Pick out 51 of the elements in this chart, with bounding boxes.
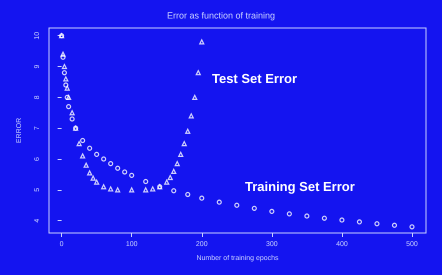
point (63, 76, 68, 82)
point (63, 82, 68, 88)
point (143, 187, 148, 192)
chart-title: Error as function of training (166, 10, 276, 20)
point (339, 217, 345, 223)
point (252, 206, 257, 211)
point (322, 216, 327, 221)
point (80, 138, 86, 144)
point (286, 211, 292, 216)
point (87, 170, 92, 176)
point (115, 166, 120, 171)
point (269, 208, 274, 214)
point (101, 156, 106, 162)
point (192, 94, 198, 100)
point (70, 116, 75, 122)
point (409, 224, 415, 230)
point (115, 187, 120, 192)
point (62, 64, 68, 70)
point (168, 174, 173, 180)
point (188, 113, 194, 118)
point (60, 52, 66, 57)
point (178, 152, 184, 157)
point (87, 146, 92, 151)
point (143, 178, 148, 184)
point (171, 188, 176, 194)
point (150, 186, 156, 192)
point (80, 153, 86, 159)
point (199, 39, 204, 44)
point (304, 213, 310, 219)
point (60, 54, 66, 60)
point (356, 219, 362, 224)
point (122, 169, 128, 175)
series-label: Training Set Error (245, 179, 355, 194)
point (101, 184, 106, 190)
point (216, 200, 222, 205)
series-label: Test Set Error (212, 71, 298, 86)
point (171, 168, 176, 174)
point (185, 192, 190, 198)
point (185, 128, 190, 134)
point (199, 196, 204, 201)
point (62, 70, 68, 76)
point (108, 161, 114, 166)
point (234, 202, 240, 208)
point (70, 110, 75, 116)
point (129, 187, 134, 192)
point (129, 172, 134, 178)
point (374, 221, 380, 226)
point (94, 152, 100, 157)
point (108, 186, 114, 192)
point (66, 104, 72, 110)
point (392, 222, 398, 228)
